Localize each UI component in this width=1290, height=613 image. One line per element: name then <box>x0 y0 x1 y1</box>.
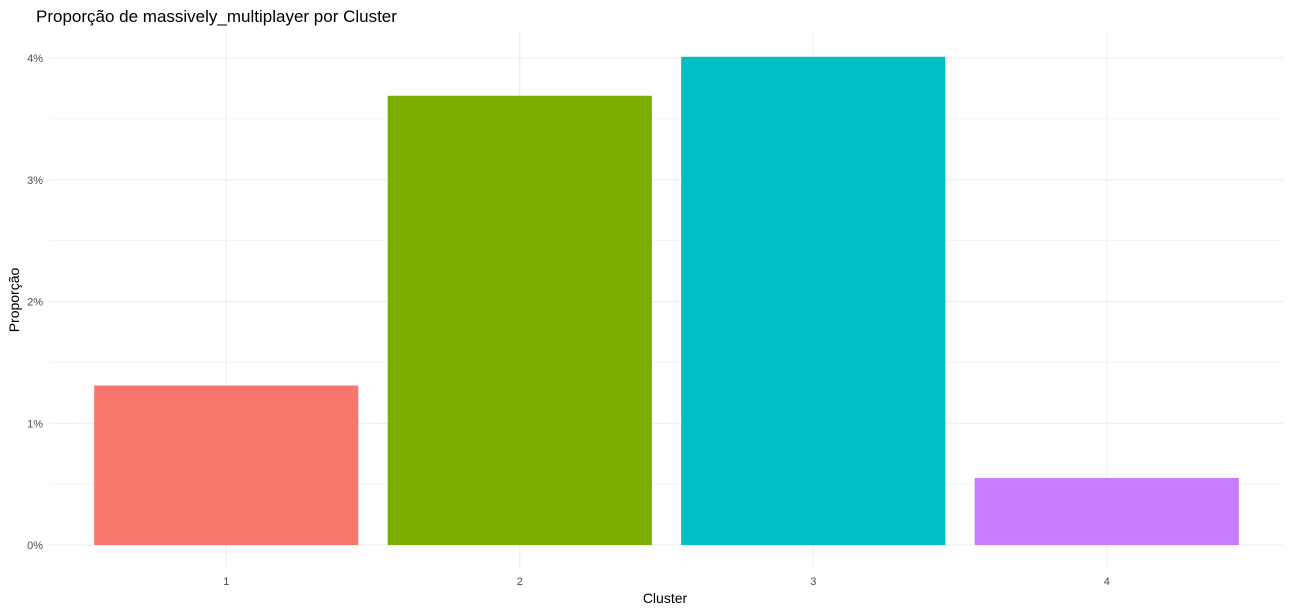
chart-title: Proporção de massively_multiplayer por C… <box>36 7 397 26</box>
bar-cluster-4 <box>974 478 1239 545</box>
x-axis-title: Cluster <box>643 590 688 606</box>
y-tick-label: 3% <box>27 175 43 187</box>
y-axis-ticks: 0% 1% 2% 3% 4% <box>27 53 43 552</box>
x-tick-label: 2 <box>517 576 523 588</box>
x-tick-label: 4 <box>1104 576 1110 588</box>
x-tick-label: 1 <box>223 576 229 588</box>
x-tick-label: 3 <box>810 576 816 588</box>
y-tick-label: 1% <box>27 418 43 430</box>
y-tick-label: 2% <box>27 297 43 309</box>
bars <box>94 56 1239 546</box>
bar-cluster-2 <box>387 95 652 546</box>
y-axis-title: Proporção <box>6 267 22 332</box>
y-tick-label: 0% <box>27 540 43 552</box>
y-tick-label: 4% <box>27 53 43 65</box>
bar-cluster-3 <box>681 56 946 545</box>
bar-cluster-1 <box>94 385 359 545</box>
x-axis-ticks: 1 2 3 4 <box>223 576 1110 588</box>
